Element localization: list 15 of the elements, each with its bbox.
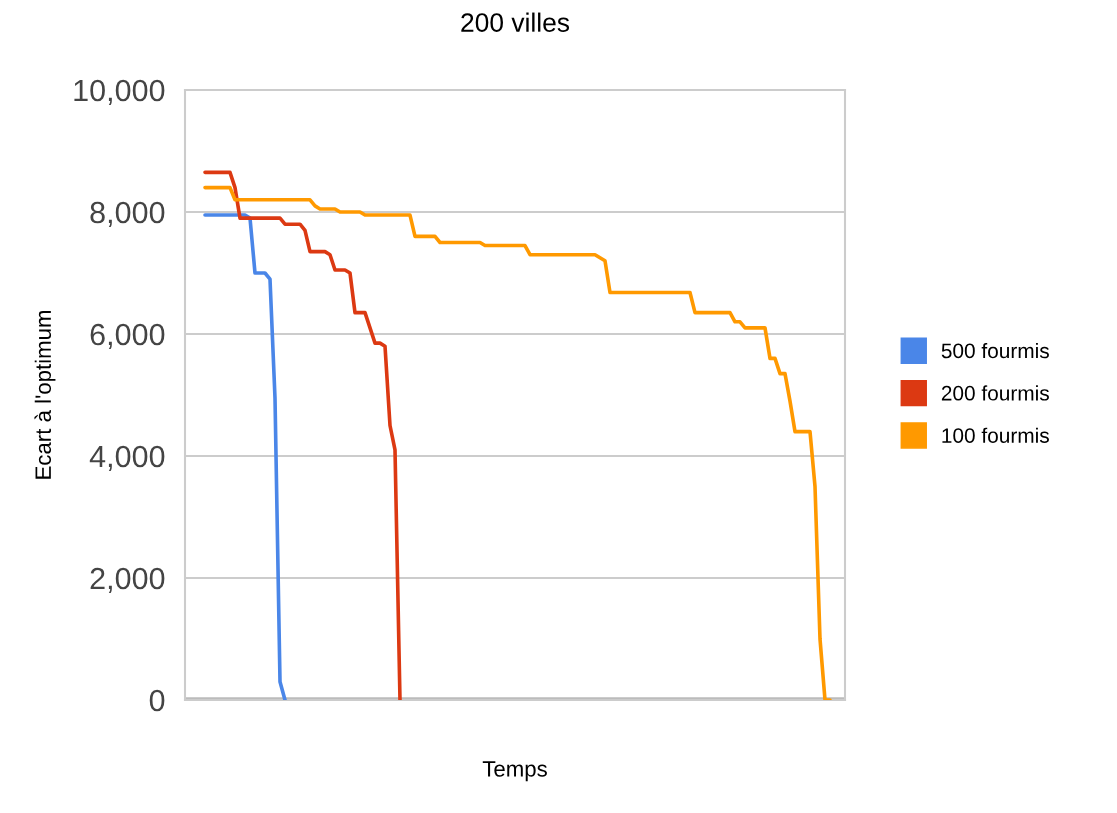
- chart-title: 200 villes: [461, 12, 570, 32]
- x-axis-title: Temps: [482, 761, 547, 782]
- y-tick-label: 6,000: [90, 323, 165, 349]
- legend-label: 100 fourmis: [942, 427, 1049, 443]
- y-tick-label: 8,000: [90, 201, 165, 227]
- y-axis-title: Ecart à l'optimum: [34, 310, 56, 479]
- y-tick-label: 10,000: [74, 79, 165, 105]
- line-series: [203, 213, 287, 700]
- y-tick-label: 0: [149, 689, 165, 712]
- legend-label: 500 fourmis: [941, 342, 1049, 359]
- line-series: [203, 170, 402, 700]
- line-series: [203, 185, 832, 700]
- y-tick-label: 4,000: [89, 445, 165, 471]
- legend-label: 200 fourmis: [941, 385, 1049, 401]
- y-tick-label: 2,000: [90, 567, 165, 593]
